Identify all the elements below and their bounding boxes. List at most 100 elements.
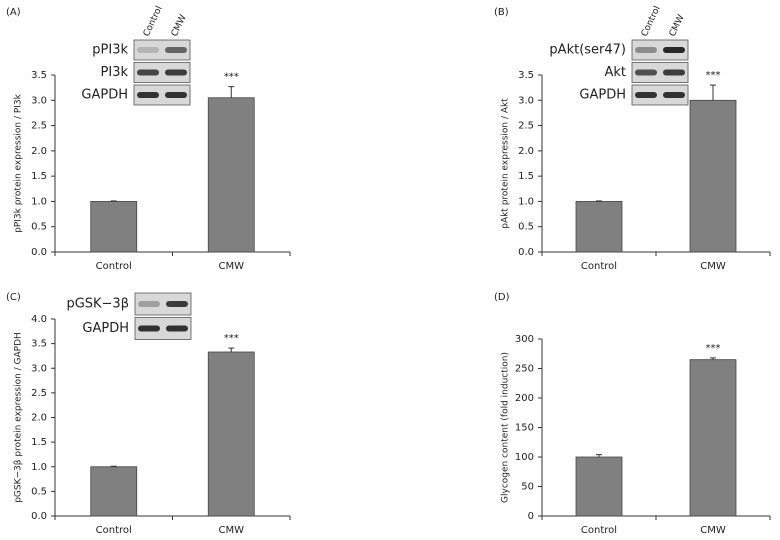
blot-row-label: GAPDH xyxy=(579,88,626,103)
blot-band xyxy=(138,325,160,332)
blot-band xyxy=(166,301,188,307)
y-tick-label: 0.0 xyxy=(31,247,47,258)
lane-label: CMW xyxy=(170,13,189,38)
error-bar xyxy=(596,454,602,457)
blot-band xyxy=(635,47,657,53)
blot-panel xyxy=(134,317,192,340)
y-tick-label: 3.5 xyxy=(518,70,534,81)
y-tick-label: 0 xyxy=(528,511,534,522)
y-tick-label: 2.5 xyxy=(31,121,47,132)
y-tick-label: 0.5 xyxy=(518,222,534,233)
y-tick-label: 1.5 xyxy=(31,437,47,448)
y-tick-label: 300 xyxy=(515,334,534,345)
bar xyxy=(689,359,737,517)
x-tick-label: Control xyxy=(96,525,132,536)
x-tick-label: CMW xyxy=(219,525,245,536)
bar xyxy=(689,99,737,253)
error-bar xyxy=(110,200,117,202)
error-bar xyxy=(228,86,235,98)
blot-panel xyxy=(134,292,192,316)
y-tick-label: 100 xyxy=(515,452,534,463)
y-tick-label: 3.0 xyxy=(518,95,534,106)
x-tick-label: CMW xyxy=(700,525,726,536)
panel-label: (B) xyxy=(494,7,509,18)
blot-row-label: pGSK−3β xyxy=(66,297,129,312)
y-axis-label: pAkt protein expression / Akt xyxy=(501,98,511,229)
x-tick-label: Control xyxy=(96,261,132,272)
lane-label: Control xyxy=(142,5,165,39)
blot-band xyxy=(166,325,188,332)
y-tick-label: 2.5 xyxy=(31,388,47,399)
error-bar xyxy=(710,84,716,101)
panel-label: (C) xyxy=(6,292,21,303)
blot-row-label: GAPDH xyxy=(82,321,129,336)
y-tick-label: 0.0 xyxy=(518,247,534,258)
y-tick-label: 0.5 xyxy=(31,222,47,233)
bar xyxy=(575,201,623,253)
blot-band xyxy=(137,92,159,98)
y-tick-label: 0.0 xyxy=(31,511,47,522)
significance: *** xyxy=(224,72,239,83)
bar xyxy=(90,466,138,517)
blot-row-label: GAPDH xyxy=(81,88,128,103)
x-tick-label: CMW xyxy=(219,261,245,272)
blot-panel xyxy=(631,39,689,61)
y-tick-label: 2.5 xyxy=(518,121,534,132)
y-tick-label: 1.0 xyxy=(31,462,47,473)
y-tick-label: 50 xyxy=(521,482,534,493)
blot-panel xyxy=(631,62,689,83)
y-tick-label: 3.0 xyxy=(31,363,47,374)
blot-row-label: PI3k xyxy=(101,65,129,80)
y-tick-label: 4.0 xyxy=(31,314,47,325)
y-axis-label: pGSK−3β protein expression / GAPDH xyxy=(14,332,24,503)
blot-row-label: pAkt(ser47) xyxy=(549,43,626,58)
y-tick-label: 3.5 xyxy=(31,70,47,81)
blot-band xyxy=(165,69,187,76)
y-tick-label: 2.0 xyxy=(31,146,47,157)
blot-band xyxy=(165,92,187,98)
blot-band xyxy=(138,301,160,307)
blot-panel xyxy=(133,39,191,61)
significance: *** xyxy=(224,333,239,344)
blot-row-label: pPI3k xyxy=(92,43,128,58)
y-tick-label: 3.5 xyxy=(31,339,47,350)
blot-band xyxy=(137,69,159,76)
panel-label: (D) xyxy=(494,292,510,303)
significance: *** xyxy=(706,343,721,354)
blot-row-label: Akt xyxy=(604,65,626,80)
y-axis-label: Glycogen content (fold induction) xyxy=(501,352,511,503)
blot-band xyxy=(663,69,685,76)
x-tick-label: CMW xyxy=(700,261,726,272)
y-tick-label: 250 xyxy=(515,364,534,375)
bar xyxy=(90,201,138,253)
lane-label: CMW xyxy=(668,13,687,38)
y-axis-label: pPI3k protein expression / PI3k xyxy=(14,93,24,233)
blot-band xyxy=(635,69,657,76)
error-bar xyxy=(596,200,602,202)
error-bar xyxy=(710,357,716,360)
y-tick-label: 150 xyxy=(515,423,534,434)
x-tick-label: Control xyxy=(581,525,617,536)
y-tick-label: 200 xyxy=(515,393,534,404)
blot-panel xyxy=(133,84,191,106)
x-tick-label: Control xyxy=(581,261,617,272)
y-tick-label: 2.0 xyxy=(31,413,47,424)
blot-band xyxy=(165,47,187,53)
lane-label: Control xyxy=(640,5,663,39)
y-tick-label: 1.0 xyxy=(518,196,534,207)
blot-panel xyxy=(133,62,191,83)
significance: *** xyxy=(706,70,721,81)
blot-band xyxy=(663,47,685,53)
blot-band xyxy=(137,47,159,53)
y-tick-label: 1.5 xyxy=(31,171,47,182)
bar xyxy=(207,97,255,253)
y-tick-label: 2.0 xyxy=(518,146,534,157)
blot-panel xyxy=(631,84,689,106)
y-tick-label: 1.5 xyxy=(518,171,534,182)
bar xyxy=(207,351,255,517)
panel-label: (A) xyxy=(6,7,21,18)
error-bar xyxy=(228,347,235,352)
y-tick-label: 3.0 xyxy=(31,95,47,106)
y-tick-label: 1.0 xyxy=(31,196,47,207)
